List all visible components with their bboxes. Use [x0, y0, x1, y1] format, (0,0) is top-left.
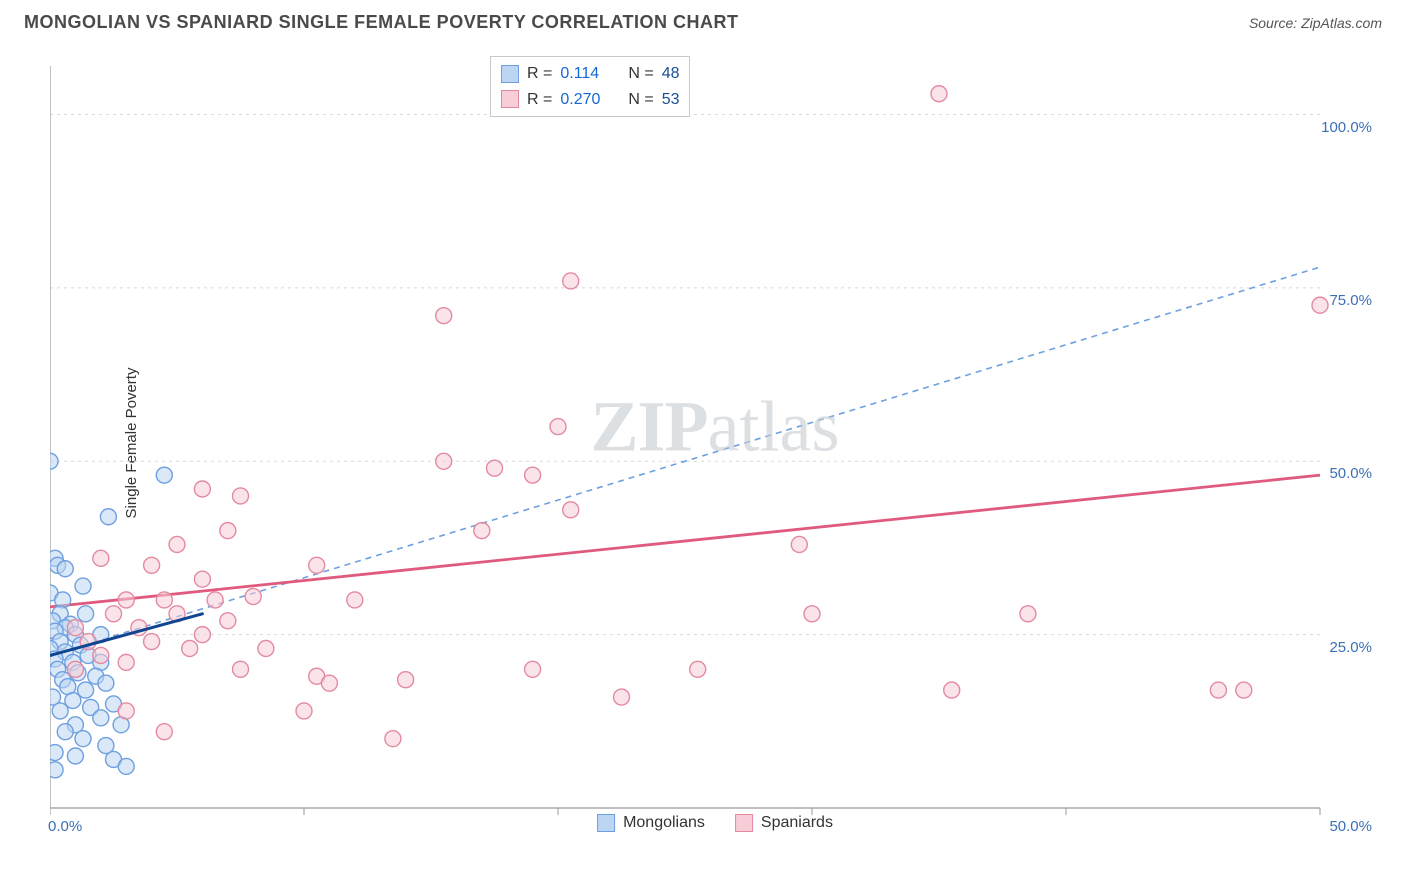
y-tick-label: 100.0%: [1321, 119, 1372, 136]
chart-title: MONGOLIAN VS SPANIARD SINGLE FEMALE POVE…: [24, 12, 739, 33]
correlation-legend: R = 0.114 N = 48 R = 0.270 N = 53: [490, 56, 690, 117]
swatch-icon: [501, 90, 519, 108]
chart-header: MONGOLIAN VS SPANIARD SINGLE FEMALE POVE…: [0, 0, 1406, 41]
x-tick-label: 0.0%: [48, 818, 82, 835]
y-tick-label: 75.0%: [1329, 292, 1372, 309]
y-tick-label: 25.0%: [1329, 639, 1372, 656]
swatch-icon: [501, 65, 519, 83]
swatch-icon: [597, 814, 615, 832]
y-tick-label: 50.0%: [1329, 465, 1372, 482]
legend-row-mongolians: R = 0.114 N = 48: [501, 61, 679, 87]
legend-item-spaniards: Spaniards: [735, 814, 833, 832]
x-tick-label: 50.0%: [1329, 818, 1372, 835]
scatter-plot: [50, 48, 1380, 838]
source-attribution: Source: ZipAtlas.com: [1249, 15, 1382, 31]
chart-container: Single Female Poverty ZIPatlas R = 0.114…: [50, 48, 1380, 838]
series-legend: Mongolians Spaniards: [597, 814, 833, 832]
legend-item-mongolians: Mongolians: [597, 814, 705, 832]
swatch-icon: [735, 814, 753, 832]
legend-row-spaniards: R = 0.270 N = 53: [501, 87, 679, 113]
